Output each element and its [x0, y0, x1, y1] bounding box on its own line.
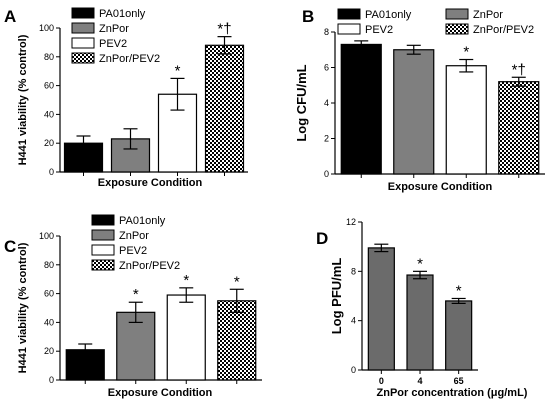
- panel-letter: B: [302, 7, 314, 26]
- legend-label: PEV2: [99, 38, 127, 50]
- significance-marker: *: [175, 62, 181, 79]
- x-tick-label: 0: [379, 376, 384, 386]
- y-tick-label: 60: [44, 289, 54, 299]
- legend-swatch: [445, 8, 469, 20]
- legend-swatch: [445, 23, 469, 35]
- bar-znpor-pev2: [498, 81, 540, 175]
- legend-label: PEV2: [365, 24, 393, 36]
- significance-marker: *†: [217, 21, 231, 38]
- y-axis-title: H441 viability (% control): [17, 242, 29, 373]
- legend-swatch: [91, 259, 115, 271]
- chart-panel-c: C 0 20 40 60 80 100 * * * Exposure Condition H441 v…: [4, 214, 262, 399]
- chart-panel-b: B 0 2 4 6 8 * *† Exposure Condition Log CFU/mL PA0…: [294, 7, 545, 193]
- y-tick-label: 8: [324, 27, 329, 37]
- bar-znpor: [393, 49, 435, 175]
- y-tick-label: 4: [351, 316, 356, 326]
- bar-znpor: [116, 311, 156, 381]
- y-tick-label: 12: [346, 217, 356, 227]
- legend-swatch: [337, 23, 361, 35]
- significance-marker: *: [133, 286, 139, 303]
- bar-pa01only: [340, 43, 382, 175]
- legend-swatch: [91, 214, 115, 226]
- legend-swatch: [71, 52, 95, 64]
- y-tick-label: 40: [44, 317, 54, 327]
- legend-label: ZnPor: [119, 230, 149, 242]
- legend-swatch: [71, 22, 95, 34]
- y-tick-label: 100: [39, 231, 54, 241]
- legend-label: PA01only: [119, 215, 166, 227]
- y-tick-label: 8: [351, 266, 356, 276]
- y-tick-label: 0: [49, 167, 54, 177]
- legend-label: ZnPor/PEV2: [119, 260, 180, 272]
- x-tick-label: 4: [417, 376, 422, 386]
- significance-marker: *: [456, 282, 462, 299]
- legend-label: PA01only: [365, 9, 412, 21]
- y-tick-label: 0: [324, 169, 329, 179]
- panel-letter: A: [4, 7, 16, 26]
- bar-0: [367, 247, 395, 371]
- x-axis-title: Exposure Condition: [108, 387, 213, 399]
- y-tick-label: 2: [324, 134, 329, 144]
- significance-marker: *†: [512, 61, 526, 78]
- legend-swatch: [71, 7, 95, 19]
- bar-pev2: [166, 294, 206, 381]
- legend-label: PA01only: [99, 8, 146, 20]
- panel-letter: D: [316, 229, 328, 248]
- chart-panel-a: A 0 20 40 60 80 100 * *† Exposure Condition H441 v…: [4, 7, 248, 189]
- legend-swatch: [71, 37, 95, 49]
- x-axis-title: Exposure Condition: [98, 177, 203, 189]
- x-tick-label: 65: [454, 376, 464, 386]
- y-tick-label: 0: [351, 365, 356, 375]
- bar-znpor-pev2: [217, 300, 257, 381]
- y-tick-label: 0: [49, 375, 54, 385]
- y-axis-title: Log PFU/mL: [329, 258, 344, 335]
- legend-label: PEV2: [119, 245, 147, 257]
- significance-marker: *: [417, 255, 423, 272]
- legend-label: ZnPor/PEV2: [473, 24, 534, 36]
- bar-65: [445, 300, 473, 371]
- legend-label: ZnPor: [99, 23, 129, 35]
- y-tick-label: 40: [44, 109, 54, 119]
- legend-swatch: [91, 229, 115, 241]
- y-tick-label: 4: [324, 98, 329, 108]
- y-tick-label: 80: [44, 260, 54, 270]
- y-tick-label: 20: [44, 138, 54, 148]
- significance-marker: *: [183, 272, 189, 289]
- y-tick-label: 60: [44, 81, 54, 91]
- y-axis-title: H441 viability (% control): [17, 34, 29, 165]
- x-axis-title: ZnPor concentration (μg/mL): [377, 387, 528, 399]
- y-tick-label: 6: [324, 63, 329, 73]
- bar-4: [406, 274, 434, 371]
- panel-letter: C: [4, 237, 16, 256]
- legend-label: ZnPor: [473, 9, 503, 21]
- y-axis-title: Log CFU/mL: [294, 64, 309, 141]
- bar-pev2: [445, 65, 487, 175]
- y-tick-label: 100: [39, 23, 54, 33]
- legend-swatch: [91, 244, 115, 256]
- y-tick-label: 80: [44, 52, 54, 62]
- legend-label: ZnPor/PEV2: [99, 53, 160, 65]
- significance-marker: *: [463, 44, 469, 61]
- y-tick-label: 20: [44, 346, 54, 356]
- legend-swatch: [337, 8, 361, 20]
- bar-znpor-pev2: [204, 44, 245, 173]
- significance-marker: *: [234, 273, 240, 290]
- x-axis-title: Exposure Condition: [388, 181, 493, 193]
